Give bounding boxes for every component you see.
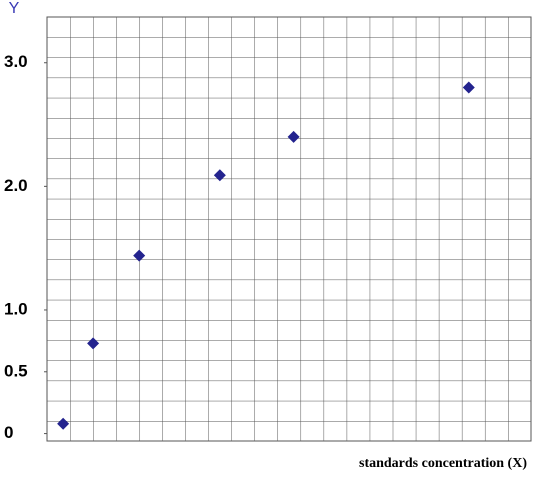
x-axis-label: standards concentration (X)	[359, 456, 527, 471]
chart-title: Y	[9, 0, 20, 17]
data-point	[133, 249, 146, 262]
y-tick-label: 1.0	[4, 299, 28, 318]
data-point	[213, 169, 226, 182]
plot-border	[46, 16, 532, 442]
grid-cells	[47, 17, 531, 441]
y-tick-label: 0.5	[4, 361, 28, 380]
grid	[46, 16, 532, 442]
y-tick-label: 0	[4, 423, 13, 442]
y-tick-label: 2.0	[4, 176, 28, 195]
data-point	[57, 417, 70, 430]
data-point	[87, 337, 100, 350]
data-point	[287, 130, 300, 143]
y-tick-label: 3.0	[4, 52, 28, 71]
data-point	[462, 81, 475, 94]
